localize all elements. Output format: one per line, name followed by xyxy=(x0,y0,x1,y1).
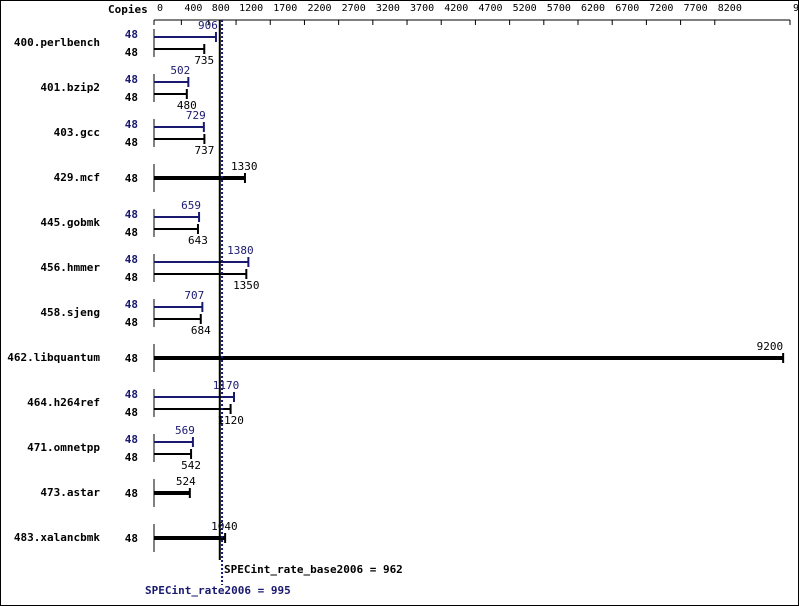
copies-label: 48 xyxy=(125,532,138,545)
bar xyxy=(154,126,204,128)
reference-label: SPECint_rate_base2006 = 962 xyxy=(224,563,403,576)
bar xyxy=(154,48,205,50)
bar xyxy=(154,306,203,308)
x-tick-label: 7200 xyxy=(649,3,673,14)
x-tick-label: 8200 xyxy=(718,3,742,14)
value-label: 906 xyxy=(198,19,218,32)
copies-label: 48 xyxy=(125,352,138,365)
copies-label: 48 xyxy=(125,172,138,185)
reference-label: SPECint_rate2006 = 995 xyxy=(145,584,291,597)
x-tick-label: 0 xyxy=(157,3,163,14)
bar xyxy=(154,138,205,140)
copies-label: 48 xyxy=(125,28,138,41)
bar xyxy=(154,536,226,540)
x-tick-label: 6200 xyxy=(581,3,605,14)
value-label: 1120 xyxy=(217,414,244,427)
copies-label: 48 xyxy=(125,433,138,446)
category-label: 456.hmmer xyxy=(40,261,100,274)
bar xyxy=(154,356,784,360)
category-label: 401.bzip2 xyxy=(40,81,100,94)
x-tick-label: 5700 xyxy=(547,3,571,14)
copies-label: 48 xyxy=(125,487,138,500)
copies-label: 48 xyxy=(125,136,138,149)
x-tick-label: 3200 xyxy=(376,3,400,14)
bar xyxy=(154,93,187,95)
copies-label: 48 xyxy=(125,271,138,284)
copies-label: 48 xyxy=(125,406,138,419)
bar xyxy=(154,81,189,83)
copies-label: 48 xyxy=(125,253,138,266)
copies-label: 48 xyxy=(125,46,138,59)
value-label: 524 xyxy=(176,475,196,488)
bar xyxy=(154,408,231,410)
copies-label: 48 xyxy=(125,208,138,221)
value-label: 643 xyxy=(188,234,208,247)
copies-label: 48 xyxy=(125,73,138,86)
x-tick-label: 3700 xyxy=(410,3,434,14)
bar xyxy=(154,491,190,495)
bar xyxy=(154,36,216,38)
bar xyxy=(154,176,245,180)
x-tick-label: 2200 xyxy=(307,3,331,14)
copies-label: 48 xyxy=(125,388,138,401)
x-tick-label: 5200 xyxy=(513,3,537,14)
category-label: 445.gobmk xyxy=(40,216,100,229)
category-label: 462.libquantum xyxy=(7,351,100,364)
category-label: 403.gcc xyxy=(54,126,100,139)
bar xyxy=(154,318,201,320)
copies-label: 48 xyxy=(125,451,138,464)
copies-label: 48 xyxy=(125,316,138,329)
value-label: 729 xyxy=(186,109,206,122)
x-tick-label: 4700 xyxy=(478,3,502,14)
category-label: 458.sjeng xyxy=(40,306,100,319)
category-label: 464.h264ref xyxy=(27,396,100,409)
category-label: 471.omnetpp xyxy=(27,441,100,454)
value-label: 684 xyxy=(191,324,211,337)
x-tick-label: 400 xyxy=(184,3,202,14)
copies-label: 48 xyxy=(125,226,138,239)
value-label: 737 xyxy=(194,144,214,157)
bar xyxy=(154,396,235,398)
value-label: 1170 xyxy=(213,379,240,392)
copies-label: 48 xyxy=(125,118,138,131)
value-label: 1350 xyxy=(233,279,260,292)
value-label: 659 xyxy=(181,199,201,212)
value-label: 707 xyxy=(184,289,204,302)
value-label: 542 xyxy=(181,459,201,472)
x-tick-label: 800 xyxy=(212,3,230,14)
value-label: 502 xyxy=(170,64,190,77)
x-tick-label: 1200 xyxy=(239,3,263,14)
value-label: 569 xyxy=(175,424,195,437)
category-label: 400.perlbench xyxy=(14,36,100,49)
x-tick-label: 6700 xyxy=(615,3,639,14)
copies-label: 48 xyxy=(125,298,138,311)
copies-label: 48 xyxy=(125,91,138,104)
category-label: 483.xalancbmk xyxy=(14,531,100,544)
x-tick-label: 1700 xyxy=(273,3,297,14)
bar xyxy=(154,441,193,443)
axis-label: Copies xyxy=(108,3,148,16)
x-tick-label: 9300 xyxy=(793,3,799,14)
value-label: 1330 xyxy=(231,160,258,173)
value-label: 735 xyxy=(194,54,214,67)
value-label: 1380 xyxy=(227,244,254,257)
value-label: 480 xyxy=(177,99,197,112)
x-tick-label: 4200 xyxy=(444,3,468,14)
value-label: 1040 xyxy=(211,520,238,533)
value-label: 9200 xyxy=(757,340,784,353)
x-tick-label: 7700 xyxy=(684,3,708,14)
category-label: 473.astar xyxy=(40,486,100,499)
category-label: 429.mcf xyxy=(54,171,100,184)
x-tick-label: 2700 xyxy=(342,3,366,14)
bar xyxy=(154,261,249,263)
bar xyxy=(154,453,192,455)
bar xyxy=(154,216,200,218)
bar xyxy=(154,228,198,230)
bar xyxy=(154,273,247,275)
